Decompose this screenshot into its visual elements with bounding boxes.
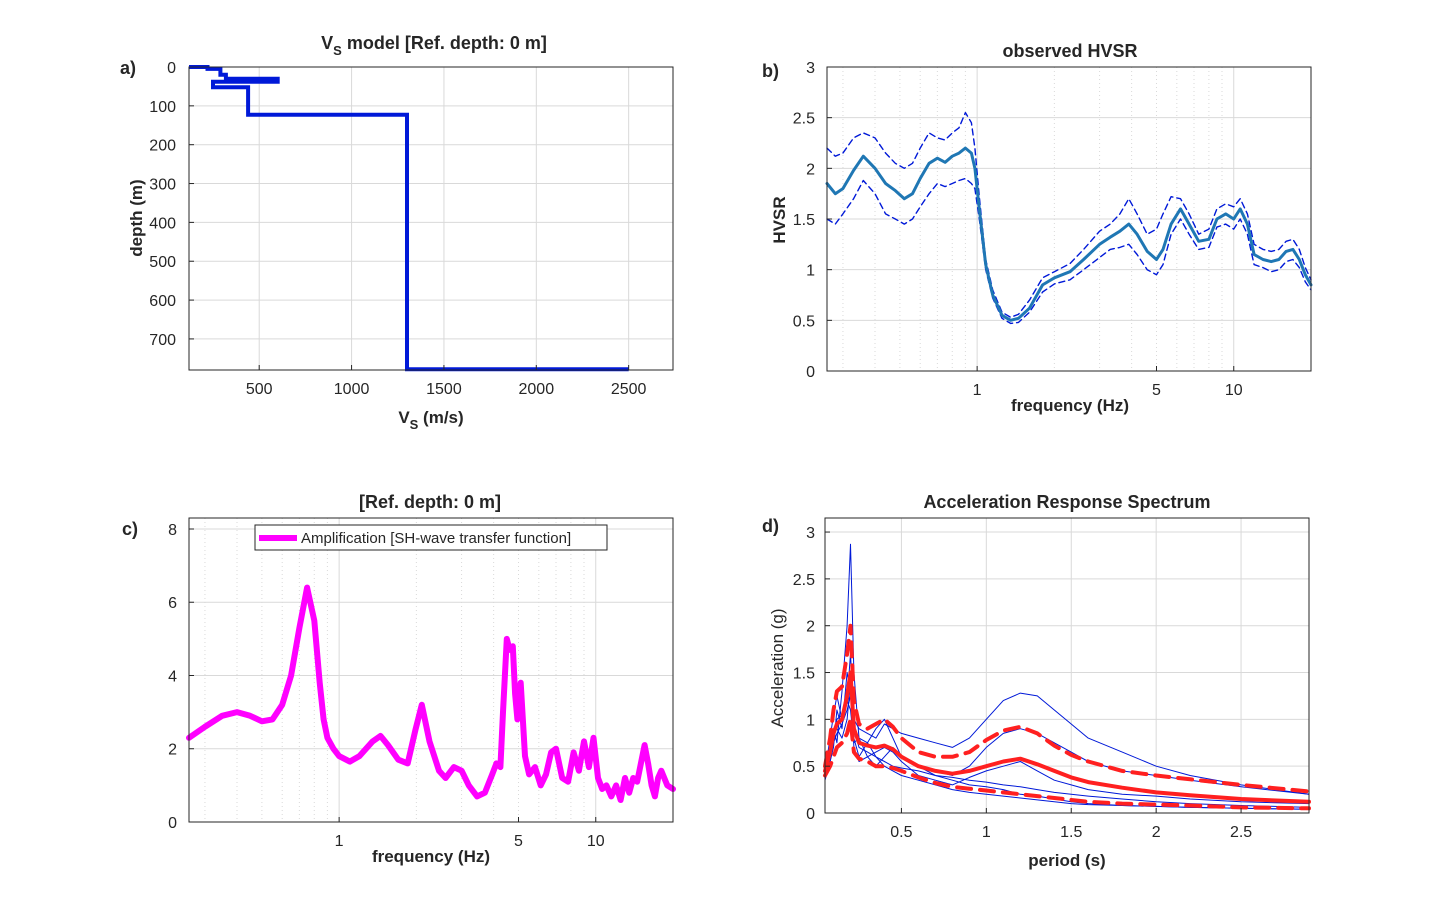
panel-b-label: b) xyxy=(762,61,779,81)
panel-c-amplification: 1 5 10 0 2 4 6 8 c) [Ref. depth: 0 m] frequency… xyxy=(122,492,676,866)
y-tick-label: 4 xyxy=(168,668,177,685)
y-tick-label: 2.5 xyxy=(793,572,815,589)
y-tick-label: 2 xyxy=(806,619,815,636)
panel-a-label: a) xyxy=(120,58,136,78)
panel-b-ylabel: HVSR xyxy=(770,196,789,243)
panel-d-ylabel: Acceleration (g) xyxy=(768,608,787,727)
x-tick-label: 1000 xyxy=(334,381,370,398)
spectrum-mean-line xyxy=(823,670,1311,804)
y-tick-label: 8 xyxy=(168,522,177,539)
panel-a-title: VS model [Ref. depth: 0 m] xyxy=(321,33,547,58)
legend-label-amplification: Amplification [SH-wave transfer function… xyxy=(301,530,571,547)
y-tick-label: 100 xyxy=(149,99,176,116)
x-tick-label: 1500 xyxy=(426,381,462,398)
x-tick-label: 1.5 xyxy=(1060,824,1082,841)
panel-d-xlabel: period (s) xyxy=(1028,851,1105,870)
y-tick-label: 2 xyxy=(168,742,177,759)
x-tick-label: 2.5 xyxy=(1230,824,1252,841)
y-tick-label: 300 xyxy=(149,177,176,194)
panel-c-xlabel: frequency (Hz) xyxy=(372,847,490,866)
panel-d-response-spectrum: 0.5 1 1.5 2 2.5 0 0.5 1 1.5 2 2.5 3 d) Acceleration… xyxy=(762,492,1311,870)
x-tick-label: 10 xyxy=(587,833,605,850)
y-tick-label: 1.5 xyxy=(793,212,815,229)
y-tick-label: 2.5 xyxy=(793,111,815,128)
y-tick-label: 2 xyxy=(806,161,815,178)
y-tick-label: 500 xyxy=(149,254,176,271)
panel-c-title: [Ref. depth: 0 m] xyxy=(359,492,501,512)
y-tick-label: 600 xyxy=(149,293,176,310)
y-tick-label: 200 xyxy=(149,138,176,155)
panel-a-vs-model: 500 1000 1500 2000 2500 0 100 200 300 400 500 600 70… xyxy=(120,33,674,432)
x-tick-label: 2500 xyxy=(611,381,647,398)
y-tick-label: 0 xyxy=(806,364,815,381)
x-tick-label: 1 xyxy=(335,833,344,850)
panel-b-xlabel: frequency (Hz) xyxy=(1011,396,1129,415)
y-tick-label: 3 xyxy=(806,60,815,77)
x-tick-label: 0.5 xyxy=(890,824,912,841)
x-tick-label: 1 xyxy=(982,824,991,841)
amplification-line xyxy=(186,584,676,803)
y-tick-label: 400 xyxy=(149,215,176,232)
y-tick-label: 700 xyxy=(149,332,176,349)
y-tick-label: 1 xyxy=(806,712,815,729)
vs-profile-line xyxy=(189,65,629,372)
x-tick-label: 5 xyxy=(1152,382,1161,399)
panel-c-legend: Amplification [SH-wave transfer function… xyxy=(254,524,608,551)
y-tick-label: 1.5 xyxy=(793,666,815,683)
y-tick-label: 6 xyxy=(168,595,177,612)
x-tick-label: 2000 xyxy=(519,381,555,398)
panel-b-title: observed HVSR xyxy=(1002,41,1137,61)
x-tick-label: 500 xyxy=(246,381,273,398)
panel-c-label: c) xyxy=(122,519,138,539)
y-tick-label: 0.5 xyxy=(793,759,815,776)
spectrum-record-line xyxy=(824,695,1310,810)
y-tick-label: 0 xyxy=(806,806,815,823)
panel-d-label: d) xyxy=(762,516,779,536)
y-tick-label: 0.5 xyxy=(793,313,815,330)
y-tick-label: 3 xyxy=(806,525,815,542)
panel-a-ylabel: depth (m) xyxy=(127,179,146,256)
legend-box xyxy=(254,524,608,551)
hvsr-upper-bound-line xyxy=(826,111,1312,318)
panel-a-xlabel: VS (m/s) xyxy=(398,408,463,432)
spectrum-mean-plus-sd-line xyxy=(823,623,1311,794)
panel-d-title: Acceleration Response Spectrum xyxy=(923,492,1210,512)
y-tick-label: 1 xyxy=(806,263,815,280)
x-tick-label: 1 xyxy=(973,382,982,399)
x-tick-label: 2 xyxy=(1152,824,1161,841)
spectrum-record-line xyxy=(824,681,1310,810)
hvsr-mean-line xyxy=(825,146,1313,322)
y-tick-label: 0 xyxy=(167,60,176,77)
x-tick-label: 5 xyxy=(514,833,523,850)
hvsr-lower-bound-line xyxy=(826,177,1312,325)
spectrum-mean-minus-sd-line xyxy=(823,717,1311,811)
spectrum-record-line xyxy=(824,543,1310,808)
y-tick-label: 0 xyxy=(168,815,177,832)
x-tick-label: 10 xyxy=(1225,382,1243,399)
axes-frame xyxy=(188,517,674,823)
axes-frame xyxy=(824,517,1310,814)
axes-frame xyxy=(188,66,674,371)
panel-b-observed-hvsr: 1 5 10 0 0.5 1 1.5 2 2.5 3 b) observed HVSR frequ… xyxy=(762,41,1313,415)
